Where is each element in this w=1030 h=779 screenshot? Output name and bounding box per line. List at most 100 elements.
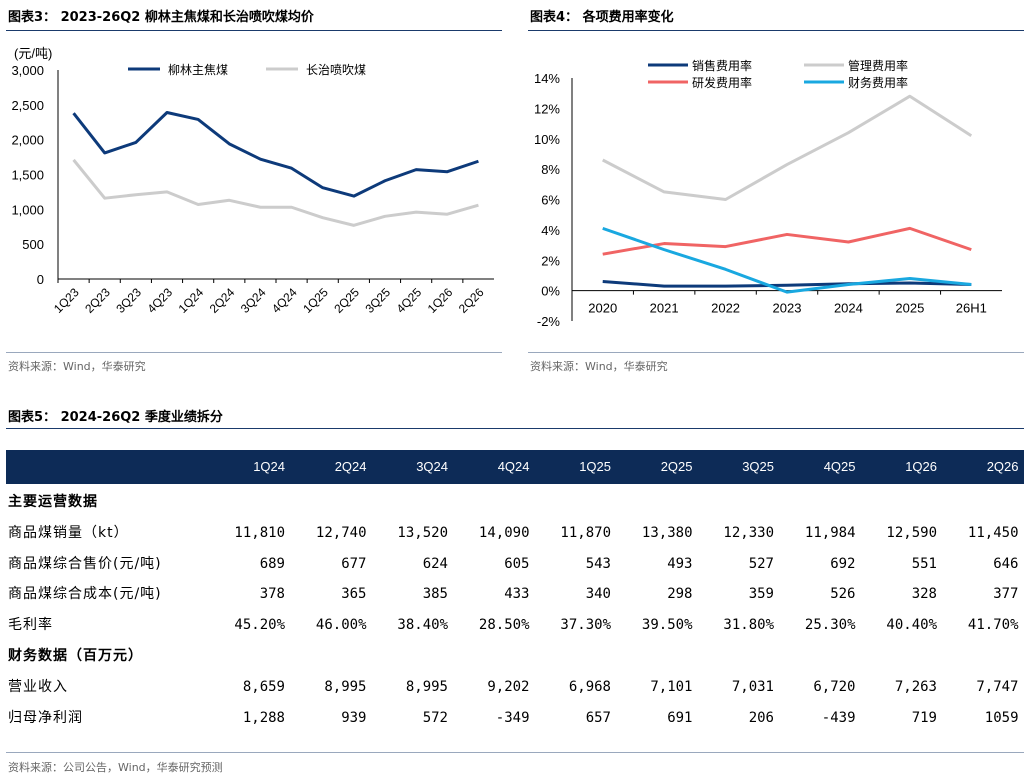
fig3-x-tick: 4Q24 — [269, 285, 300, 316]
row-label: 商品煤综合成本(元/吨) — [8, 586, 162, 603]
fig3-x-tick: 2Q23 — [82, 285, 113, 316]
fig4-chart: -2% 0% 2% 4% 6% 8% 10% 12% 14% 2020 2021 2022 2023 20… — [534, 58, 1002, 329]
fig4-top-rule — [528, 30, 1024, 31]
table-cell: 38.40% — [397, 617, 448, 634]
table-cell: 646 — [993, 555, 1019, 572]
fig3-x-tick: 4Q25 — [394, 285, 425, 316]
fig4-y-tick: 12% — [534, 101, 560, 116]
column-header: 3Q25 — [742, 459, 774, 474]
table-cell: 7,747 — [976, 678, 1019, 695]
fig4-x-tick: 2025 — [895, 301, 924, 316]
table-row: 营业收入 8,659 8,995 8,995 9,202 6,968 7,101 7,031 6… — [6, 672, 1024, 703]
fig3-legend-label: 长治喷吹煤 — [306, 63, 366, 77]
table-cell: 543 — [585, 555, 611, 572]
table-cell: 433 — [504, 586, 530, 603]
table-cell: 12,330 — [723, 524, 774, 541]
row-label: 营业收入 — [8, 678, 68, 695]
fig4-source: 资料来源：Wind，华泰研究 — [530, 360, 668, 373]
fig4-y-tick: 6% — [541, 193, 560, 208]
table-cell: 39.50% — [641, 617, 693, 634]
column-header: 1Q24 — [253, 459, 285, 474]
fig3-series-line — [72, 110, 479, 198]
table-cell: 551 — [911, 555, 937, 572]
table-row: 财务数据（百万元） — [6, 641, 1024, 672]
section-label: 主要运营数据 — [8, 494, 98, 510]
fig4-title: 图表4： 各项费用率变化 — [530, 10, 674, 25]
fig3-x-tick: 2Q26 — [456, 285, 487, 316]
table-header: 1Q24 2Q24 3Q24 4Q24 1Q25 2Q25 3Q25 4Q25 1Q26 2Q26 — [6, 450, 1024, 484]
fig3-x-tick: 2Q24 — [207, 285, 238, 316]
table-cell: 719 — [911, 709, 937, 726]
fig4-y-tick: -2% — [537, 314, 561, 329]
fig5-title: 图表5： 2024-26Q2 季度业绩拆分 — [8, 410, 223, 425]
table-cell: 328 — [911, 586, 937, 603]
fig3-source: 资料来源：Wind，华泰研究 — [8, 360, 146, 373]
table-cell: 45.20% — [234, 617, 285, 634]
fig4-bottom-rule — [528, 352, 1024, 353]
table-cell: 939 — [341, 709, 367, 726]
fig3-x-tick: 1Q26 — [425, 285, 456, 316]
table-cell: 12,740 — [315, 524, 367, 541]
column-header: 2Q24 — [334, 459, 367, 474]
table-cell: 1,288 — [242, 709, 285, 726]
table-cell: 14,090 — [478, 524, 530, 541]
fig3-y-tick: 3,000 — [11, 63, 44, 78]
column-header: 2Q25 — [660, 459, 693, 474]
fig3-bottom-rule — [6, 352, 502, 353]
fig3-legend-label: 柳林主焦煤 — [168, 63, 228, 77]
table-cell: 378 — [259, 586, 285, 603]
table-cell: 13,380 — [641, 524, 693, 541]
fig3-y-unit: (元/吨) — [14, 46, 52, 61]
table-cell: 340 — [585, 586, 611, 603]
fig4-legend-label: 研发费用率 — [692, 75, 752, 90]
table-cell: 7,263 — [894, 678, 937, 695]
fig4-x-tick: 2023 — [773, 301, 802, 316]
column-header: 4Q24 — [497, 459, 530, 474]
fig4-series-line — [602, 226, 972, 294]
fig5-bottom-rule — [6, 752, 1024, 753]
table-cell: 657 — [585, 709, 611, 726]
fig4-series-line — [602, 226, 972, 256]
fig3-x-tick: 3Q23 — [113, 285, 144, 316]
fig5-top-rule — [6, 428, 1024, 429]
column-header: 2Q26 — [986, 459, 1019, 474]
fig4-x-tick: 2022 — [711, 301, 740, 316]
table-cell: 359 — [748, 586, 774, 603]
table-cell: 365 — [341, 586, 367, 603]
row-label: 毛利率 — [8, 617, 53, 634]
table-cell: 493 — [667, 555, 693, 572]
fig4-y-tick: 4% — [541, 223, 560, 238]
table-cell: 7,101 — [650, 678, 693, 695]
fig3-title: 图表3： 2023-26Q2 柳林主焦煤和长治喷吹煤均价 — [8, 10, 314, 25]
column-header: 1Q25 — [579, 459, 611, 474]
table-cell: 691 — [667, 709, 693, 726]
fig4-y-tick: 0% — [541, 284, 560, 299]
fig4-x-tick: 2020 — [588, 301, 617, 316]
fig4-legend-label: 销售费用率 — [692, 58, 752, 73]
fig3-y-tick: 2,000 — [11, 133, 44, 148]
table-cell: 526 — [830, 586, 856, 603]
fig4-x-tick: 2024 — [834, 301, 863, 316]
fig4-legend-label: 管理费用率 — [848, 58, 908, 73]
table-cell: 298 — [667, 586, 693, 603]
fig3-y-tick: 1,000 — [11, 202, 44, 217]
table-cell: 12,590 — [886, 524, 937, 541]
fig3-x-tick: 4Q23 — [144, 285, 175, 316]
fig3-series-line — [72, 158, 479, 227]
table-cell: 605 — [504, 555, 530, 572]
table-cell: 11,450 — [967, 524, 1019, 541]
table-cell: 572 — [422, 709, 448, 726]
row-label: 归母净利润 — [8, 709, 83, 726]
row-label: 商品煤综合售价(元/吨) — [8, 555, 162, 572]
table-cell: 40.40% — [886, 617, 937, 634]
column-header: 1Q26 — [905, 459, 937, 474]
fig4-series-line — [602, 94, 973, 201]
fig3-top-rule — [6, 30, 502, 31]
fig4-y-tick: 8% — [541, 162, 560, 177]
table-cell: 527 — [748, 555, 774, 572]
table-cell: 28.50% — [478, 617, 530, 634]
table-cell: 6,720 — [813, 678, 856, 695]
table-cell: 1059 — [984, 709, 1019, 726]
table-cell: 8,995 — [324, 678, 367, 695]
